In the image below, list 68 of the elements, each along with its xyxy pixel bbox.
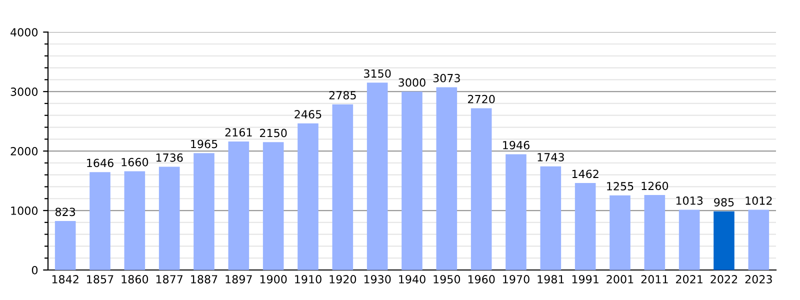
bar — [402, 92, 422, 270]
bar — [54, 221, 76, 270]
bar — [678, 210, 700, 270]
data-label: 1012 — [746, 196, 772, 205]
x-tick-label: 1900 — [260, 275, 287, 284]
bar — [158, 166, 180, 270]
data-label: 1255 — [607, 182, 634, 190]
x-tick-label: 2001 — [606, 275, 634, 284]
x-tick-label: 1981 — [538, 275, 564, 284]
bar — [262, 142, 284, 270]
x-tick-label: 2021 — [676, 275, 702, 284]
data-label: 1660 — [122, 158, 148, 166]
bar — [436, 87, 458, 270]
x-tick-label: 1887 — [191, 275, 218, 284]
bar — [714, 211, 734, 270]
x-tick-label: 1910 — [295, 275, 322, 284]
y-tick-label: 4000 — [10, 28, 38, 36]
bar — [332, 104, 354, 270]
data-label: 823 — [55, 208, 76, 216]
x-tick-label: 2011 — [641, 275, 668, 284]
data-label: 1965 — [191, 140, 218, 148]
bar — [644, 195, 666, 270]
x-tick-label: 1920 — [330, 275, 356, 284]
bar — [124, 171, 146, 270]
bar — [470, 108, 492, 270]
data-label: 2465 — [294, 110, 322, 118]
bar — [90, 172, 110, 270]
y-tick-label: 2000 — [10, 147, 38, 156]
data-label: 3000 — [398, 78, 426, 87]
x-tick-label: 1950 — [434, 275, 460, 284]
bar — [366, 82, 388, 270]
data-label: 1743 — [538, 153, 564, 162]
x-tick-label: 1857 — [87, 275, 114, 284]
data-label: 1646 — [87, 158, 114, 168]
bar — [610, 195, 630, 270]
data-label: 1946 — [503, 140, 530, 150]
data-label: 1013 — [676, 196, 703, 205]
data-label: 985 — [714, 198, 734, 206]
data-label: 3073 — [433, 74, 460, 82]
x-tick-label: 1877 — [156, 275, 183, 284]
y-tick-label: 1000 — [11, 206, 38, 215]
x-tick-label: 1842 — [52, 275, 78, 284]
data-label: 1260 — [642, 182, 668, 190]
bar — [194, 153, 214, 270]
y-tick-label: 3000 — [10, 88, 38, 96]
bar — [748, 210, 770, 270]
data-label: 2161 — [225, 128, 252, 137]
bar — [228, 141, 250, 270]
x-tick-label: 2022 — [710, 275, 738, 284]
data-label: 2150 — [260, 128, 287, 138]
data-label: 2720 — [468, 94, 495, 104]
x-tick-label: 1991 — [572, 275, 598, 284]
x-tick-label: 1860 — [122, 275, 148, 284]
x-tick-label: 1930 — [364, 275, 391, 284]
bar — [540, 166, 562, 270]
y-tick-label: 0 — [32, 266, 38, 274]
data-label: 1462 — [572, 170, 598, 178]
data-label: 3150 — [364, 69, 391, 78]
x-tick-label: 2023 — [745, 275, 772, 284]
data-label: 1736 — [156, 153, 183, 162]
x-tick-label: 1940 — [399, 275, 426, 284]
bar — [506, 154, 526, 270]
data-label: 2785 — [329, 91, 356, 100]
x-tick-label: 1897 — [226, 275, 252, 284]
x-tick-label: 1970 — [503, 275, 530, 284]
x-tick-label: 1960 — [468, 275, 495, 284]
bar — [298, 123, 318, 270]
bar — [574, 183, 596, 270]
